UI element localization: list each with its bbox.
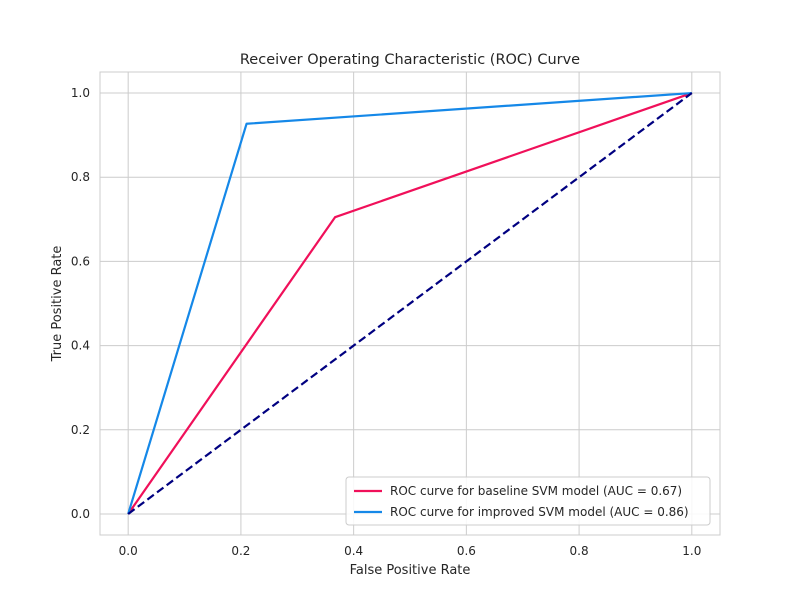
- series-line-1: [127, 91, 692, 515]
- y-tick-label: 0.2: [71, 423, 90, 437]
- y-tick-label: 1.0: [71, 86, 90, 100]
- y-axis-label: True Positive Rate: [50, 246, 65, 363]
- x-tick-label: 0.6: [457, 544, 476, 558]
- series-line-0: [127, 92, 693, 515]
- x-tick-label: 0.4: [344, 544, 363, 558]
- y-tick-label: 0.4: [71, 339, 90, 353]
- y-tick-label: 0.8: [71, 170, 90, 184]
- tick-labels: 0.0 0.2 0.4 0.6 0.8 1.0 0.0 0.2 0.4 0.6 0.8 1.0: [71, 86, 701, 558]
- x-tick-label: 1.0: [682, 544, 701, 558]
- series-layer: [127, 91, 693, 515]
- legend-label: ROC curve for baseline SVM model (AUC = …: [390, 484, 682, 498]
- grid: [100, 72, 720, 535]
- x-tick-label: 0.8: [570, 544, 589, 558]
- chart-title: Receiver Operating Characteristic (ROC) …: [240, 52, 580, 68]
- y-tick-label: 0.0: [71, 507, 90, 521]
- plot-frame: [99, 71, 721, 536]
- x-tick-label: 0.2: [231, 544, 250, 558]
- x-tick-label: 0.0: [119, 544, 138, 558]
- x-axis-label: False Positive Rate: [350, 563, 471, 578]
- legend-label: ROC curve for improved SVM model (AUC = …: [390, 505, 689, 519]
- chance-line: [127, 92, 693, 515]
- legend: ROC curve for baseline SVM model (AUC = …: [345, 476, 711, 526]
- legend-box: [345, 476, 711, 526]
- y-tick-label: 0.6: [71, 254, 90, 268]
